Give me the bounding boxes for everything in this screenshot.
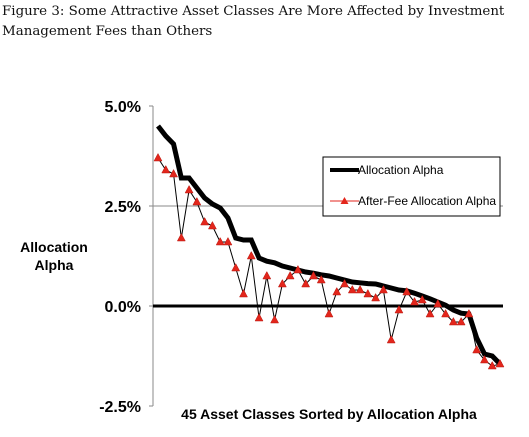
figure-caption: Figure 3: Some Attractive Asset Classes … (2, 4, 505, 39)
after-fee-point (472, 344, 482, 354)
after-fee-point (441, 308, 451, 318)
y-tick-label: 2.5% (105, 199, 141, 216)
legend-box (322, 156, 501, 217)
after-fee-point (316, 274, 326, 284)
after-fee-point (184, 184, 194, 194)
after-fee-point (301, 278, 311, 288)
after-fee-point (169, 168, 178, 178)
after-fee-point (285, 270, 295, 280)
after-fee-point (239, 288, 248, 298)
after-fee-point (332, 286, 342, 296)
after-fee-point (200, 216, 210, 226)
after-fee-point (355, 284, 365, 294)
after-fee-point (487, 360, 497, 370)
after-fee-point (448, 316, 458, 326)
after-fee-point (176, 232, 186, 242)
after-fee-point (262, 270, 272, 280)
after-fee-point (394, 304, 404, 314)
after-fee-point (246, 250, 256, 260)
after-fee-point (371, 292, 381, 302)
axes: 5.0% 2.5% 0.0% -2.5% (99, 99, 503, 416)
after-fee-point (410, 296, 419, 306)
after-fee-point (293, 264, 303, 274)
after-fee-point (161, 164, 171, 174)
after-fee-point (153, 152, 163, 162)
after-fee-point (215, 236, 225, 246)
after-fee-point (192, 196, 202, 206)
after-fee-point (433, 298, 443, 308)
after-fee-point (223, 236, 233, 246)
after-fee-point (378, 284, 388, 294)
after-fee-point (324, 308, 334, 318)
after-fee-point (417, 294, 427, 304)
after-fee-point (207, 220, 217, 230)
y-tick-label: 5.0% (105, 99, 141, 116)
after-fee-point (270, 314, 280, 324)
legend-after-fee-marker (340, 197, 349, 204)
legend-allocation-alpha-label: Allocation Alpha (358, 163, 444, 177)
after-fee-point (495, 358, 505, 368)
after-fee-point (386, 334, 396, 344)
series (153, 124, 505, 370)
after-fee-point (363, 288, 373, 298)
y-tick-label: 0.0% (105, 299, 141, 316)
y-axis-title-line-1: Allocation (20, 239, 88, 255)
legend-after-fee-label: After-Fee Allocation Alpha (358, 194, 496, 208)
after-fee-point (402, 286, 412, 296)
after-fee-point (340, 278, 349, 288)
after-fee-point (464, 308, 474, 318)
x-axis-title: 45 Asset Classes Sorted by Allocation Al… (181, 406, 477, 422)
after-fee-point (309, 270, 318, 280)
after-fee-point (456, 316, 466, 326)
after-fee-point (480, 354, 489, 364)
y-axis-title-line-2: Alpha (35, 257, 74, 273)
y-tick-label: -2.5% (99, 399, 141, 416)
after-fee-point (254, 312, 264, 322)
legend: Allocation Alpha After-Fee Allocation Al… (322, 156, 501, 217)
after-fee-point (425, 308, 435, 318)
after-fee-point (277, 278, 287, 288)
series-allocation-alpha-line (156, 124, 502, 366)
after-fee-point (347, 284, 357, 294)
after-fee-point (231, 262, 241, 272)
